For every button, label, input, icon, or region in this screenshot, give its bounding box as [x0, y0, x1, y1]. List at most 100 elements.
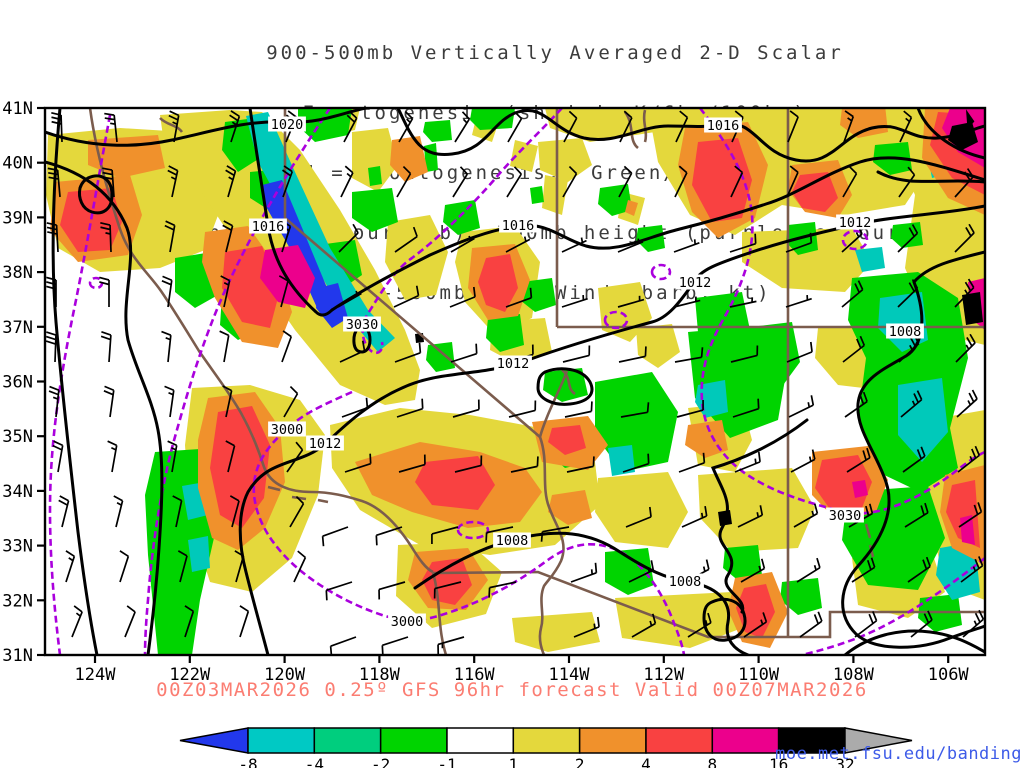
shading-region-orange	[685, 420, 728, 458]
wind-barb	[329, 636, 357, 655]
shading-region-yellow	[542, 175, 568, 215]
mslp-contour	[330, 156, 985, 312]
wind-barb	[394, 226, 418, 253]
lat-tick-label: 37N	[2, 318, 33, 338]
wind-barb	[289, 495, 305, 528]
wind-barb	[899, 110, 913, 143]
title-line-1: 900-500mb Vertically Averaged 2-D Scalar	[266, 42, 844, 64]
height-contour	[650, 263, 672, 281]
wind-barb	[167, 440, 178, 473]
wind-barb	[52, 440, 64, 473]
wind-barb	[164, 385, 175, 418]
shading-region-yellow	[545, 108, 660, 142]
wind-barb	[431, 526, 459, 544]
wind-barb	[450, 235, 475, 253]
lon-tick-label: 118W	[359, 665, 401, 685]
mslp-label-text: 1008	[496, 533, 529, 549]
lon-tick-label: 108W	[833, 665, 875, 685]
wind-barb	[631, 613, 657, 638]
shading-region-green	[543, 368, 588, 402]
wind-barb	[505, 236, 531, 253]
colorbar: -8 -4 -2 -1 1 2 4 8 16 32	[179, 727, 913, 768]
mslp-contour	[876, 170, 985, 184]
lon-tick-label: 122W	[169, 665, 211, 685]
lat-tick-label: 36N	[2, 373, 33, 393]
wind-barb	[164, 220, 176, 253]
mslp-label-text: 1012	[309, 436, 342, 452]
height-contour-label: 3030	[343, 316, 381, 333]
shading-region-green	[780, 578, 822, 615]
shading-region-yellow	[510, 140, 538, 172]
state-border	[431, 572, 448, 655]
height-contours-layer	[48, 108, 985, 655]
shading-region-green	[530, 186, 544, 204]
wind-barb	[396, 165, 412, 198]
shading-region-black	[962, 292, 983, 325]
colorbar-segment	[512, 727, 581, 754]
wind-barb	[507, 110, 523, 143]
height-contour	[48, 114, 112, 655]
wind-barb	[787, 110, 799, 143]
wind-barb	[58, 495, 70, 528]
wind-barb	[902, 446, 926, 473]
wind-barb	[730, 165, 744, 198]
height-label-text: 3000	[271, 422, 304, 438]
wind-barb	[674, 165, 688, 198]
wind-barb	[786, 165, 799, 198]
mslp-contour-label: 1016	[704, 117, 742, 134]
lon-tick-label: 124W	[75, 665, 117, 685]
wind-barb	[161, 330, 172, 363]
wind-barb	[340, 165, 354, 198]
wind-barb	[293, 550, 307, 583]
colorbar-segment	[446, 727, 515, 754]
colorbar-tick-label: 16	[769, 755, 788, 768]
height-contour-label: 3030	[826, 507, 864, 524]
wind-barb	[564, 401, 593, 418]
shading-region-magenta	[960, 515, 975, 545]
wind-barb	[956, 389, 978, 418]
mslp-contour	[916, 108, 985, 160]
wind-barb	[325, 581, 353, 601]
mslp-contour	[248, 108, 334, 317]
height-contour	[361, 108, 563, 355]
wind-barb	[561, 237, 587, 253]
wind-barb	[618, 346, 647, 363]
lon-tick-label: 112W	[643, 665, 685, 685]
wind-barb	[286, 441, 304, 473]
height-label-text: 3000	[391, 614, 424, 630]
lat-tick-label: 33N	[2, 537, 33, 557]
wind-barb	[398, 454, 426, 473]
shading-region-green	[723, 545, 762, 582]
colorbar-tick-label: -4	[305, 755, 324, 768]
lon-tick-label: 114W	[549, 665, 591, 685]
shading-region-red	[815, 455, 872, 512]
lat-tick-label: 41N	[2, 99, 33, 119]
shading-region-blue	[316, 283, 348, 328]
wind-barb	[343, 110, 358, 143]
wind-barb	[785, 232, 813, 253]
wind-barb	[506, 166, 523, 198]
branding-link[interactable]: moe.met.fsu.edu/banding	[775, 744, 1022, 764]
lat-tick-label: 34N	[2, 482, 33, 502]
wind-barb	[954, 168, 974, 198]
shading-region-green	[470, 108, 515, 130]
lat-tick-label: 32N	[2, 591, 33, 611]
shading-region-red	[792, 172, 838, 212]
wind-barb	[737, 505, 764, 528]
wind-barb	[907, 556, 931, 583]
wind-barb	[161, 275, 173, 308]
shading-region-magenta	[852, 480, 868, 498]
state-border	[538, 370, 569, 655]
height-contour-label: 3000	[388, 613, 426, 630]
wind-barb	[381, 636, 409, 655]
wind-barb	[566, 456, 595, 473]
wind-barb	[687, 612, 712, 638]
wind-barb	[844, 391, 868, 418]
colorbar-segment	[578, 727, 647, 754]
wind-barb	[283, 385, 299, 418]
wind-barb	[344, 453, 372, 473]
wind-barb	[107, 440, 118, 473]
lat-tick-label: 31N	[2, 646, 33, 666]
height-contour	[841, 229, 869, 251]
